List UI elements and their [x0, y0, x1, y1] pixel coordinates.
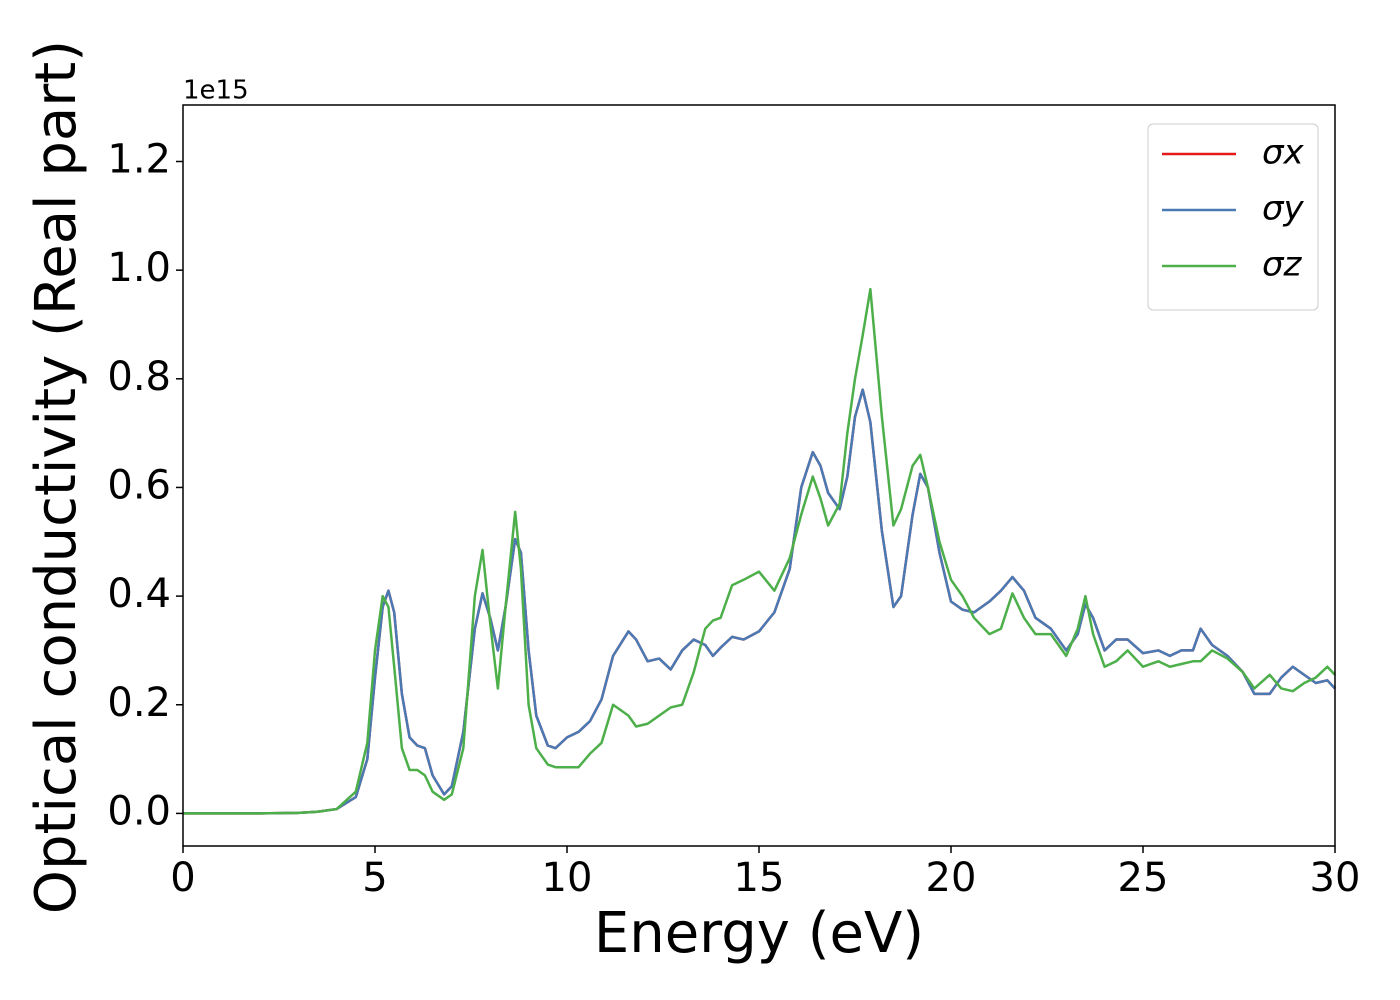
y-tick-label: 0.2 [107, 680, 171, 726]
legend-label: σz [1262, 245, 1303, 285]
legend-label: σx [1262, 133, 1305, 173]
x-tick-label: 15 [734, 855, 785, 901]
x-tick-label: 30 [1310, 855, 1361, 901]
x-tick-label: 20 [926, 855, 977, 901]
legend-label: σy [1262, 189, 1305, 229]
x-tick-label: 10 [542, 855, 593, 901]
x-tick-label: 5 [362, 855, 387, 901]
series-line [183, 287, 1336, 815]
y-tick-label: 1.2 [107, 136, 171, 182]
x-tick-label: 0 [170, 855, 195, 901]
axes-frame [182, 104, 1336, 847]
y-tick-label: 0.6 [107, 462, 171, 508]
plot-area [183, 105, 1335, 846]
y-tick-label: 0.8 [107, 354, 171, 400]
y-tick-label: 0.0 [107, 788, 171, 834]
y-tick-label: 0.4 [107, 571, 171, 617]
y-tick-label: 1.0 [107, 245, 171, 291]
series-line [183, 388, 1336, 815]
y-axis-label: Optical conductivity (Real part) [24, 40, 89, 914]
legend-box [1147, 123, 1319, 311]
y-offset-text: 1e15 [183, 76, 249, 106]
x-axis-label: Energy (eV) [594, 901, 924, 966]
x-tick-label: 25 [1118, 855, 1169, 901]
